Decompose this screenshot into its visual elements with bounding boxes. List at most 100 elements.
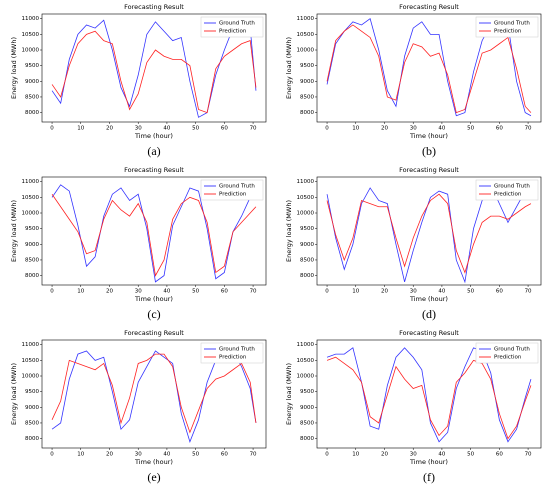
y-tick-label: 9000 bbox=[25, 242, 39, 248]
x-tick-label: 60 bbox=[221, 126, 228, 132]
legend-box bbox=[200, 16, 264, 38]
y-axis-label: Energy load (MWh) bbox=[10, 363, 18, 425]
x-tick-label: 40 bbox=[163, 126, 170, 132]
x-tick-label: 30 bbox=[135, 289, 142, 295]
legend-label: Ground Truth bbox=[219, 184, 255, 190]
x-tick-label: 70 bbox=[525, 452, 532, 458]
legend-box bbox=[200, 342, 264, 364]
y-tick-label: 11000 bbox=[22, 342, 40, 348]
plot-frame bbox=[316, 13, 542, 123]
x-tick-label: 60 bbox=[221, 289, 228, 295]
legend-label: Ground Truth bbox=[494, 21, 530, 27]
y-tick-label: 8500 bbox=[300, 94, 314, 100]
legend-label: Prediction bbox=[219, 355, 247, 361]
x-tick-label: 70 bbox=[250, 289, 257, 295]
panel: Forecasting Result 8000 8500 9000 9500 10000 1… bbox=[10, 3, 267, 158]
y-axis-label: Energy load (MWh) bbox=[10, 37, 18, 99]
y-tick-label: 9500 bbox=[300, 63, 314, 69]
chart-title: Forecasting Result bbox=[399, 166, 459, 174]
legend-label: Ground Truth bbox=[494, 184, 530, 190]
x-tick-label: 50 bbox=[467, 452, 474, 458]
x-tick-label: 40 bbox=[438, 452, 445, 458]
legend-label: Prediction bbox=[494, 192, 522, 198]
x-tick-label: 10 bbox=[77, 289, 84, 295]
series-line bbox=[51, 19, 257, 118]
x-tick-label: 30 bbox=[410, 289, 417, 295]
series-line bbox=[51, 30, 257, 114]
y-tick-label: 8000 bbox=[300, 436, 314, 442]
x-tick-label: 70 bbox=[525, 289, 532, 295]
panel: Forecasting Result 8000 8500 9000 9500 10000 1… bbox=[285, 329, 542, 484]
y-tick-label: 11000 bbox=[22, 179, 40, 185]
panel-label: (d) bbox=[422, 307, 436, 321]
y-tick-label: 9000 bbox=[25, 405, 39, 411]
x-tick-label: 40 bbox=[163, 289, 170, 295]
y-tick-label: 8500 bbox=[25, 257, 39, 263]
series-line bbox=[326, 24, 532, 114]
legend-label: Prediction bbox=[494, 355, 522, 361]
panel-label: (a) bbox=[147, 144, 160, 158]
plot-frame bbox=[41, 176, 267, 286]
y-tick-label: 9500 bbox=[25, 63, 39, 69]
x-tick-label: 30 bbox=[410, 126, 417, 132]
panel-label: (c) bbox=[147, 307, 160, 321]
x-tick-label: 10 bbox=[352, 289, 359, 295]
legend-label: Ground Truth bbox=[494, 347, 530, 353]
x-tick-label: 10 bbox=[77, 126, 84, 132]
legend-box bbox=[200, 179, 264, 201]
x-tick-label: 50 bbox=[192, 126, 199, 132]
y-tick-label: 10500 bbox=[22, 32, 40, 38]
legend-label: Ground Truth bbox=[219, 347, 255, 353]
chart-title: Forecasting Result bbox=[124, 166, 184, 174]
x-tick-label: 50 bbox=[192, 289, 199, 295]
series-line bbox=[51, 353, 257, 434]
series-line bbox=[326, 193, 532, 274]
y-tick-label: 8000 bbox=[300, 273, 314, 279]
x-tick-label: 20 bbox=[106, 289, 113, 295]
y-tick-label: 9000 bbox=[300, 405, 314, 411]
x-tick-label: 0 bbox=[325, 126, 329, 132]
panel-label: (b) bbox=[422, 144, 436, 158]
y-tick-label: 11000 bbox=[297, 342, 315, 348]
y-tick-label: 8500 bbox=[300, 420, 314, 426]
x-axis-label: Time (hour) bbox=[409, 295, 448, 303]
x-tick-label: 20 bbox=[106, 126, 113, 132]
y-tick-label: 10000 bbox=[22, 211, 40, 217]
chart-title: Forecasting Result bbox=[124, 3, 184, 11]
x-tick-label: 20 bbox=[381, 126, 388, 132]
legend-label: Ground Truth bbox=[219, 21, 255, 27]
legend-box bbox=[475, 16, 539, 38]
x-tick-label: 70 bbox=[525, 126, 532, 132]
x-axis-label: Time (hour) bbox=[134, 458, 173, 466]
x-tick-label: 50 bbox=[192, 452, 199, 458]
x-tick-label: 10 bbox=[77, 452, 84, 458]
panel-label: (f) bbox=[423, 470, 435, 484]
y-tick-label: 9500 bbox=[25, 389, 39, 395]
panel: Forecasting Result 8000 8500 9000 9500 10000 1… bbox=[10, 166, 267, 321]
x-tick-label: 50 bbox=[467, 126, 474, 132]
x-tick-label: 20 bbox=[381, 289, 388, 295]
x-tick-label: 0 bbox=[325, 289, 329, 295]
chart-title: Forecasting Result bbox=[399, 3, 459, 11]
y-tick-label: 9500 bbox=[300, 226, 314, 232]
x-axis-label: Time (hour) bbox=[409, 132, 448, 140]
y-tick-label: 10000 bbox=[22, 374, 40, 380]
y-tick-label: 9000 bbox=[300, 242, 314, 248]
x-tick-label: 20 bbox=[381, 452, 388, 458]
y-tick-label: 10000 bbox=[297, 48, 315, 54]
y-axis-label: Energy load (MWh) bbox=[285, 363, 293, 425]
panel: Forecasting Result 8000 8500 9000 9500 10000 1… bbox=[285, 3, 542, 158]
y-tick-label: 8000 bbox=[25, 273, 39, 279]
x-tick-label: 60 bbox=[496, 452, 503, 458]
y-tick-label: 11000 bbox=[297, 16, 315, 22]
x-tick-label: 30 bbox=[135, 126, 142, 132]
y-tick-label: 8500 bbox=[25, 420, 39, 426]
series-line bbox=[51, 193, 257, 277]
legend-box bbox=[475, 342, 539, 364]
y-axis-label: Energy load (MWh) bbox=[285, 37, 293, 99]
plot-frame bbox=[41, 13, 267, 123]
panel: Forecasting Result 8000 8500 9000 9500 10000 1… bbox=[10, 329, 267, 484]
x-tick-label: 0 bbox=[50, 452, 54, 458]
y-axis-label: Energy load (MWh) bbox=[285, 200, 293, 262]
